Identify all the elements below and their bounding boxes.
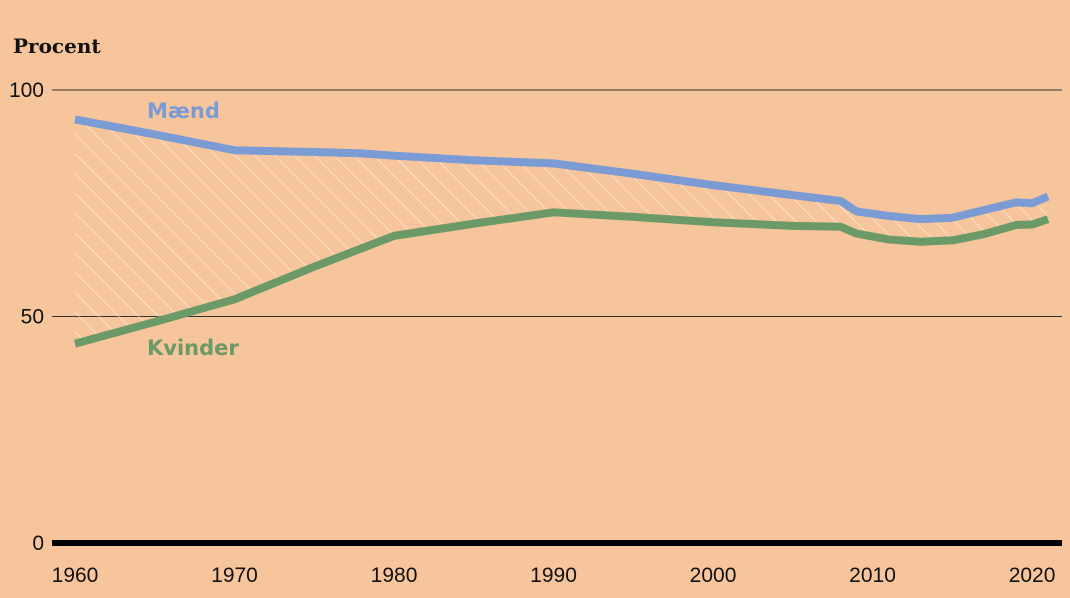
y-tick-label-100: 100	[9, 79, 44, 102]
x-tick-label-2000: 2000	[690, 564, 737, 587]
x-tick-label-1970: 1970	[211, 564, 258, 587]
series-label-maend: Mænd	[147, 99, 220, 123]
x-tick-label-1990: 1990	[530, 564, 577, 587]
x-tick-label-2020: 2020	[1009, 564, 1056, 587]
gap-hatch-area	[75, 119, 1048, 344]
y-tick-label-50: 50	[21, 306, 44, 329]
x-tick-label-2010: 2010	[849, 564, 896, 587]
x-tick-label-1960: 1960	[52, 564, 99, 587]
gap-area	[75, 119, 1048, 344]
series-line-kvinder	[73, 208, 1050, 348]
y-tick-label-0: 0	[32, 532, 44, 555]
x-tick-label-1980: 1980	[371, 564, 418, 587]
y-axis-title: Procent	[13, 34, 101, 58]
grid	[52, 89, 1062, 317]
series-line-maend	[74, 115, 1050, 224]
series-lines	[73, 115, 1050, 348]
labels: Procent Mænd Kvinder 100 50 0 1960 1970 1980 1…	[9, 34, 1055, 587]
series-label-kvinder: Kvinder	[147, 336, 239, 360]
